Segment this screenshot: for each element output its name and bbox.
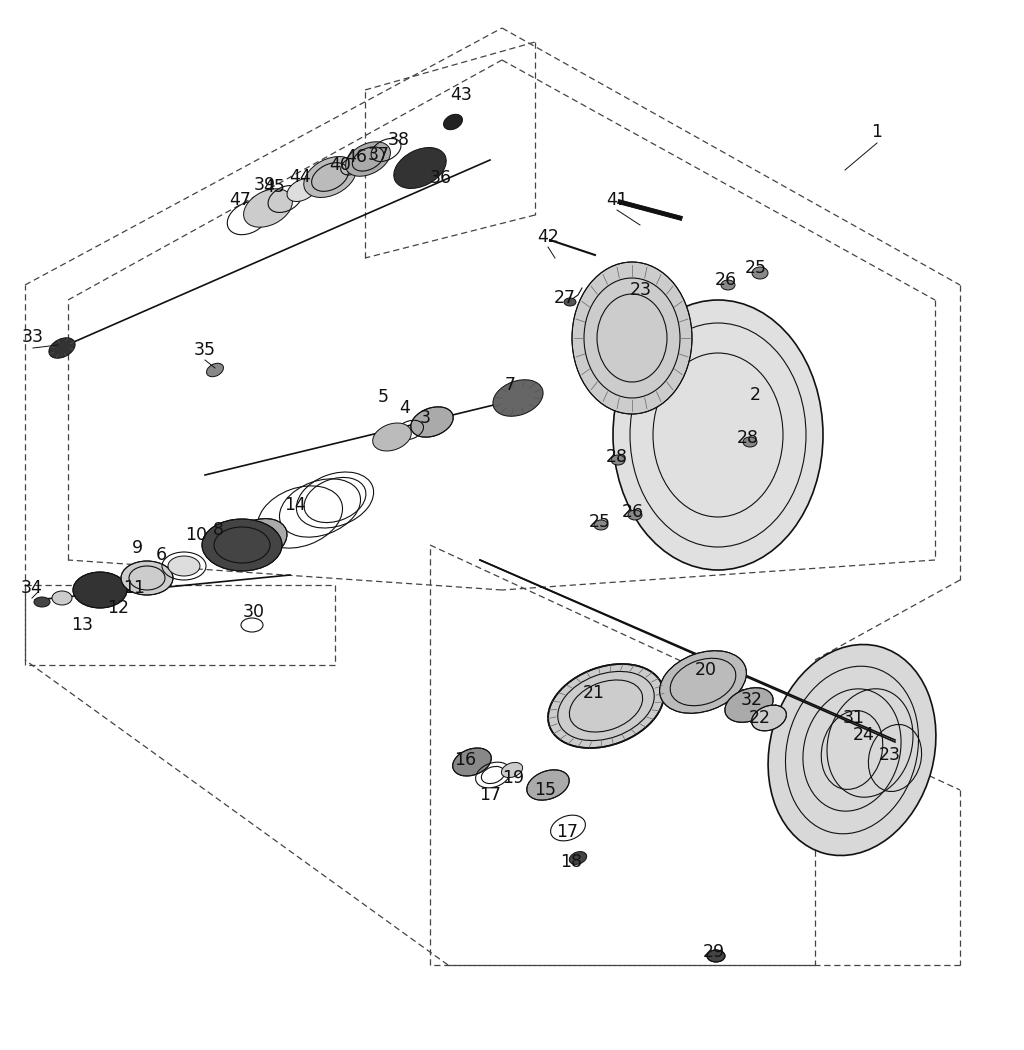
Text: 35: 35 <box>194 341 216 359</box>
Text: 16: 16 <box>454 751 476 769</box>
Ellipse shape <box>569 852 587 864</box>
Ellipse shape <box>345 142 390 176</box>
Ellipse shape <box>548 664 664 748</box>
Ellipse shape <box>287 178 317 202</box>
Text: 26: 26 <box>715 271 737 289</box>
Ellipse shape <box>502 762 522 778</box>
Text: 37: 37 <box>368 146 390 164</box>
Text: 15: 15 <box>534 781 556 799</box>
Text: 28: 28 <box>737 429 759 447</box>
Ellipse shape <box>721 280 735 290</box>
Text: 20: 20 <box>695 662 717 679</box>
Ellipse shape <box>168 556 200 576</box>
Text: 10: 10 <box>185 526 207 544</box>
Text: 33: 33 <box>22 328 44 347</box>
Ellipse shape <box>207 363 223 377</box>
Text: 8: 8 <box>213 521 223 539</box>
Ellipse shape <box>304 156 356 197</box>
Text: 2: 2 <box>750 386 761 404</box>
Ellipse shape <box>453 748 492 776</box>
Ellipse shape <box>49 338 75 358</box>
Text: 28: 28 <box>606 448 628 466</box>
Text: 21: 21 <box>583 684 605 702</box>
Ellipse shape <box>52 591 72 605</box>
Ellipse shape <box>613 300 823 570</box>
Ellipse shape <box>443 114 463 130</box>
Ellipse shape <box>411 406 454 437</box>
Ellipse shape <box>202 519 282 571</box>
Text: 42: 42 <box>537 228 559 246</box>
Ellipse shape <box>594 520 608 530</box>
Text: 38: 38 <box>388 131 410 149</box>
Text: 9: 9 <box>131 539 142 556</box>
Text: 34: 34 <box>22 579 43 597</box>
Text: 39: 39 <box>254 176 276 194</box>
Ellipse shape <box>526 770 569 800</box>
Text: 26: 26 <box>622 503 644 521</box>
Text: 14: 14 <box>284 496 306 514</box>
Text: 31: 31 <box>843 709 865 727</box>
Text: 23: 23 <box>879 746 901 764</box>
Text: 32: 32 <box>741 691 763 709</box>
Text: 7: 7 <box>505 376 515 394</box>
Ellipse shape <box>493 380 543 416</box>
Ellipse shape <box>752 267 768 279</box>
Ellipse shape <box>752 706 786 731</box>
Ellipse shape <box>373 423 412 452</box>
Ellipse shape <box>244 189 293 227</box>
Ellipse shape <box>229 519 287 562</box>
Text: 41: 41 <box>606 191 628 209</box>
Ellipse shape <box>121 561 173 595</box>
Text: 12: 12 <box>106 598 129 617</box>
Ellipse shape <box>659 651 746 713</box>
Text: 27: 27 <box>554 289 575 307</box>
Text: 25: 25 <box>745 259 767 277</box>
Text: 5: 5 <box>378 388 388 406</box>
Ellipse shape <box>572 262 692 414</box>
Text: 30: 30 <box>243 603 265 621</box>
Ellipse shape <box>768 645 936 856</box>
Text: 36: 36 <box>430 169 452 187</box>
Ellipse shape <box>34 597 50 607</box>
Ellipse shape <box>707 950 725 962</box>
Text: 43: 43 <box>451 86 472 104</box>
Text: 23: 23 <box>630 281 652 299</box>
Text: 11: 11 <box>123 579 145 597</box>
Text: 25: 25 <box>589 513 611 531</box>
Text: 40: 40 <box>329 156 351 174</box>
Text: 4: 4 <box>399 399 411 417</box>
Text: 18: 18 <box>560 853 582 871</box>
Ellipse shape <box>628 510 642 520</box>
Text: 45: 45 <box>263 178 285 196</box>
Ellipse shape <box>743 437 757 447</box>
Text: 44: 44 <box>289 168 311 186</box>
Text: 3: 3 <box>420 410 430 427</box>
Text: 17: 17 <box>479 786 501 804</box>
Ellipse shape <box>394 148 446 188</box>
Ellipse shape <box>725 688 773 722</box>
Text: 29: 29 <box>702 943 725 961</box>
Ellipse shape <box>611 455 625 465</box>
Text: 1: 1 <box>871 123 883 141</box>
Text: 6: 6 <box>156 546 167 564</box>
Text: 47: 47 <box>229 191 251 209</box>
Text: 22: 22 <box>749 709 771 727</box>
Ellipse shape <box>564 298 575 306</box>
Text: 17: 17 <box>556 823 578 841</box>
Text: 46: 46 <box>345 148 367 166</box>
Text: 13: 13 <box>71 616 93 634</box>
Text: 19: 19 <box>502 769 524 788</box>
Text: 24: 24 <box>853 726 874 744</box>
Ellipse shape <box>73 572 127 608</box>
